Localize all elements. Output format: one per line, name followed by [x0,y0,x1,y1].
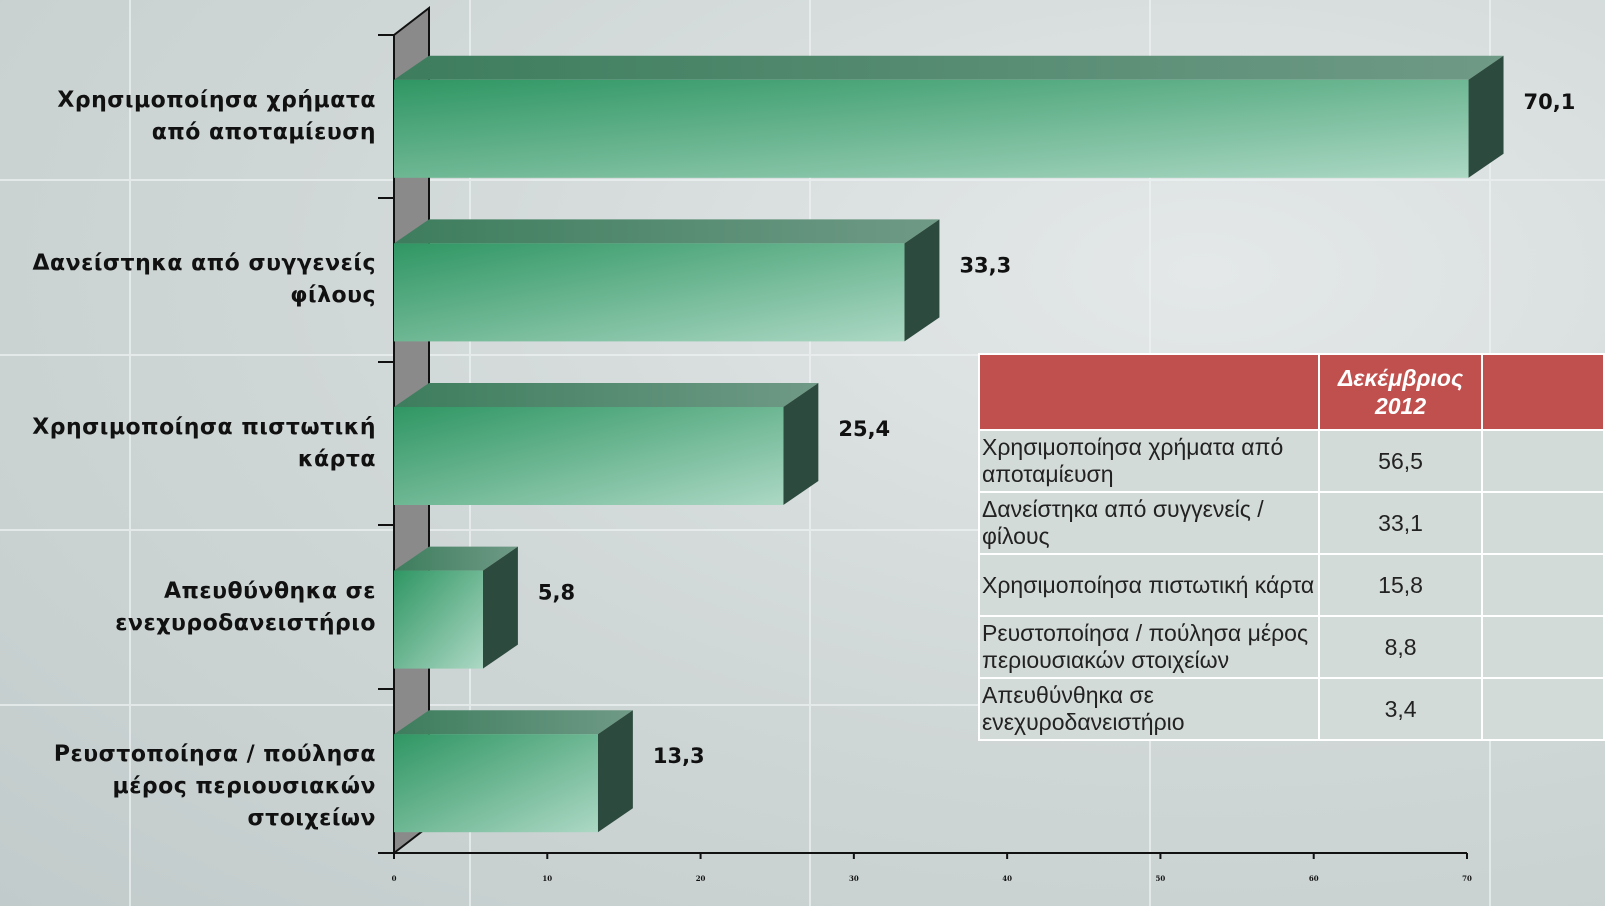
value-label: 13,3 [653,744,705,768]
row-value: 56,5 [1318,429,1483,493]
x-tick-label: 20 [696,874,706,883]
table-row: Χρησιμοποίησα χρήματα από αποταμίευση 56,… [977,429,1605,493]
header-cut [1480,353,1605,431]
value-label: 25,4 [838,417,890,441]
category-label: Χρησιμοποίησα χρήματα από αποταμίευση [57,87,376,145]
row-value: 8,8 [1318,615,1483,679]
value-label: 70,1 [1524,90,1576,114]
column-header: Δεκέμβριος 2012 [1318,353,1483,431]
cell-cut [1480,553,1605,617]
table: Δεκέμβριος 2012 Χρησιμοποίησα χρήματα απ… [977,353,1605,741]
x-tick-label: 40 [1002,874,1012,883]
bar-side [783,383,819,505]
x-tick-label: 30 [849,874,859,883]
x-tick-label: 0 [392,874,397,883]
bar-top [394,383,819,407]
bar [394,734,598,833]
table-row: Χρησιμοποίησα πιστωτική κάρτα 15,8 [977,553,1605,617]
bar-top [394,55,1504,80]
value-label: 5,8 [538,581,575,605]
bar-side [482,546,518,669]
header-blank [977,353,1321,431]
x-tick-label: 60 [1309,874,1319,883]
row-label: Απευθύνθηκα σε ενεχυροδανειστήριο [977,677,1321,741]
bar [394,79,1469,178]
bar [394,570,483,669]
bar-side [1468,55,1504,178]
x-tick-label: 10 [542,874,552,883]
cell-cut [1480,615,1605,679]
row-label: Δανείστηκα από συγγενείς / φίλους [977,491,1321,555]
row-label: Ρευστοποίησα / πούλησα μέρος περιουσιακώ… [977,615,1321,679]
bar-top [394,219,940,244]
bar-top [394,710,633,735]
row-value: 15,8 [1318,553,1483,617]
row-value: 33,1 [1318,491,1483,555]
row-value: 3,4 [1318,677,1483,741]
cell-cut [1480,491,1605,555]
table-row: Ρευστοποίησα / πούλησα μέρος περιουσιακώ… [977,615,1605,679]
bar-side [597,710,633,833]
x-tick-label: 70 [1462,874,1472,883]
bar [394,407,784,505]
category-label: Ρευστοποίησα / πούλησα μέρος περιουσιακώ… [53,742,376,832]
cell-cut [1480,677,1605,741]
header-row: Δεκέμβριος 2012 [977,353,1605,431]
row-label: Χρησιμοποίησα πιστωτική κάρτα [977,553,1321,617]
cell-cut [1480,429,1605,493]
table-row: Δανείστηκα από συγγενείς / φίλους 33,1 [977,491,1605,555]
table-row: Απευθύνθηκα σε ενεχυροδανειστήριο 3,4 [977,677,1605,741]
category-ticks [378,34,394,854]
category-label: Χρησιμοποίησα πιστωτική κάρτα [32,415,376,472]
category-label: Απευθύνθηκα σε ενεχυροδανειστήριο [115,578,376,636]
bar-top [394,546,518,571]
category-label: Δανείστηκα από συγγενείς φίλους [32,251,376,309]
row-label: Χρησιμοποίησα χρήματα από αποταμίευση [977,429,1321,493]
x-tick-label: 50 [1156,874,1166,883]
bar-side [904,219,940,342]
value-label: 33,3 [959,253,1011,277]
bar [394,243,905,342]
